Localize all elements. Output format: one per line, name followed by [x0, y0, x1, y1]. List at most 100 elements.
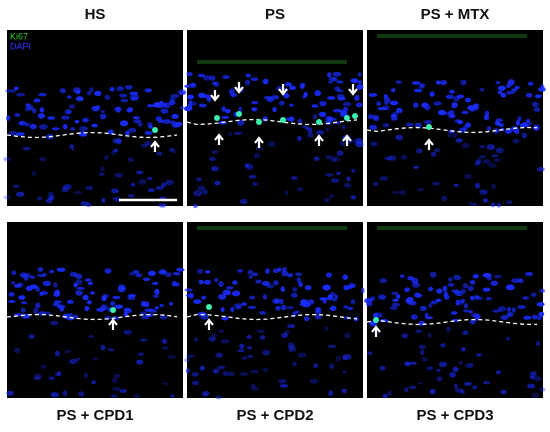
nucleus [521, 132, 527, 139]
nucleus [25, 285, 33, 292]
nucleus [512, 138, 520, 144]
nucleus [222, 371, 229, 376]
nucleus [538, 311, 544, 318]
nucleus [283, 93, 290, 99]
arrow [314, 134, 324, 146]
nucleus [522, 121, 532, 127]
nucleus [62, 124, 68, 130]
nucleus [336, 171, 341, 175]
nucleus [527, 81, 534, 86]
nucleus [280, 304, 287, 311]
nucleus [497, 90, 502, 95]
nucleus [474, 104, 479, 111]
nucleus [405, 361, 411, 367]
nucleus [392, 298, 399, 302]
nucleus [449, 89, 455, 94]
nucleus [473, 313, 480, 318]
nucleus [486, 126, 491, 131]
nucleus [390, 190, 400, 195]
nucleus [494, 274, 502, 279]
nucleus [169, 97, 176, 102]
nucleus [198, 279, 204, 285]
nucleus [253, 152, 261, 159]
nucleus [200, 313, 209, 320]
nucleus [168, 301, 174, 306]
nucleus [435, 368, 441, 373]
nucleus [332, 71, 342, 77]
micrograph-panel [364, 222, 546, 399]
micrograph-panel [366, 30, 546, 208]
nucleus [120, 98, 129, 103]
nucleus [56, 370, 62, 376]
nucleus [59, 306, 64, 312]
nucleus [284, 190, 289, 195]
nucleus [452, 133, 458, 138]
panel-title: PS [265, 6, 285, 23]
arrow [214, 133, 224, 145]
nucleus [536, 302, 545, 307]
ki67-cell [206, 304, 212, 310]
nucleus [324, 326, 329, 332]
nucleus [193, 337, 198, 342]
nucleus [327, 344, 337, 349]
nucleus [539, 288, 546, 293]
nucleus [222, 75, 230, 80]
nucleus [331, 297, 338, 302]
nucleus [39, 157, 47, 162]
nucleus [34, 373, 43, 380]
nucleus [94, 90, 102, 96]
nucleus [476, 353, 482, 357]
nucleus [327, 294, 333, 301]
nucleus [391, 302, 401, 307]
nucleus [429, 388, 436, 395]
arrow [150, 140, 160, 152]
nucleus [267, 141, 276, 147]
nucleus [259, 335, 266, 340]
nucleus [154, 306, 159, 310]
nucleus [171, 280, 177, 287]
nucleus [442, 285, 448, 292]
nucleus [213, 81, 220, 87]
nucleus [440, 80, 447, 86]
nucleus [531, 314, 539, 320]
nucleus [233, 131, 243, 135]
nucleus [159, 315, 168, 320]
nucleus [409, 385, 417, 390]
nucleus [111, 387, 121, 391]
nucleus [165, 179, 174, 186]
nucleus [129, 296, 136, 301]
nucleus [190, 101, 197, 106]
nucleus [247, 305, 257, 309]
nucleus [59, 88, 66, 94]
nucleus [411, 81, 421, 85]
nucleus [215, 352, 223, 358]
nucleus [292, 361, 297, 367]
nucleus [175, 121, 183, 127]
ki67-cell [344, 115, 350, 121]
nucleus [11, 270, 17, 276]
nucleus [84, 305, 90, 312]
panel-title: PS + CPD2 [236, 407, 313, 424]
nucleus [100, 110, 106, 114]
nucleus [100, 344, 106, 351]
nucleus [231, 290, 241, 297]
nucleus [53, 300, 62, 304]
nucleus [251, 101, 259, 105]
nucleus [505, 128, 512, 134]
nucleus [292, 287, 298, 292]
nucleus [425, 316, 433, 320]
nucleus [441, 195, 448, 202]
nucleus [464, 97, 472, 103]
nucleus [449, 372, 456, 378]
nucleus [419, 83, 426, 88]
nucleus [272, 106, 277, 113]
arrow [342, 134, 352, 146]
surface-stain [377, 34, 527, 38]
nucleus [265, 268, 270, 274]
nucleus [279, 298, 284, 305]
nucleus [467, 285, 474, 292]
nucleus [464, 173, 473, 180]
nucleus [404, 287, 410, 293]
nucleus [81, 133, 87, 137]
ki67-cell [110, 307, 116, 313]
